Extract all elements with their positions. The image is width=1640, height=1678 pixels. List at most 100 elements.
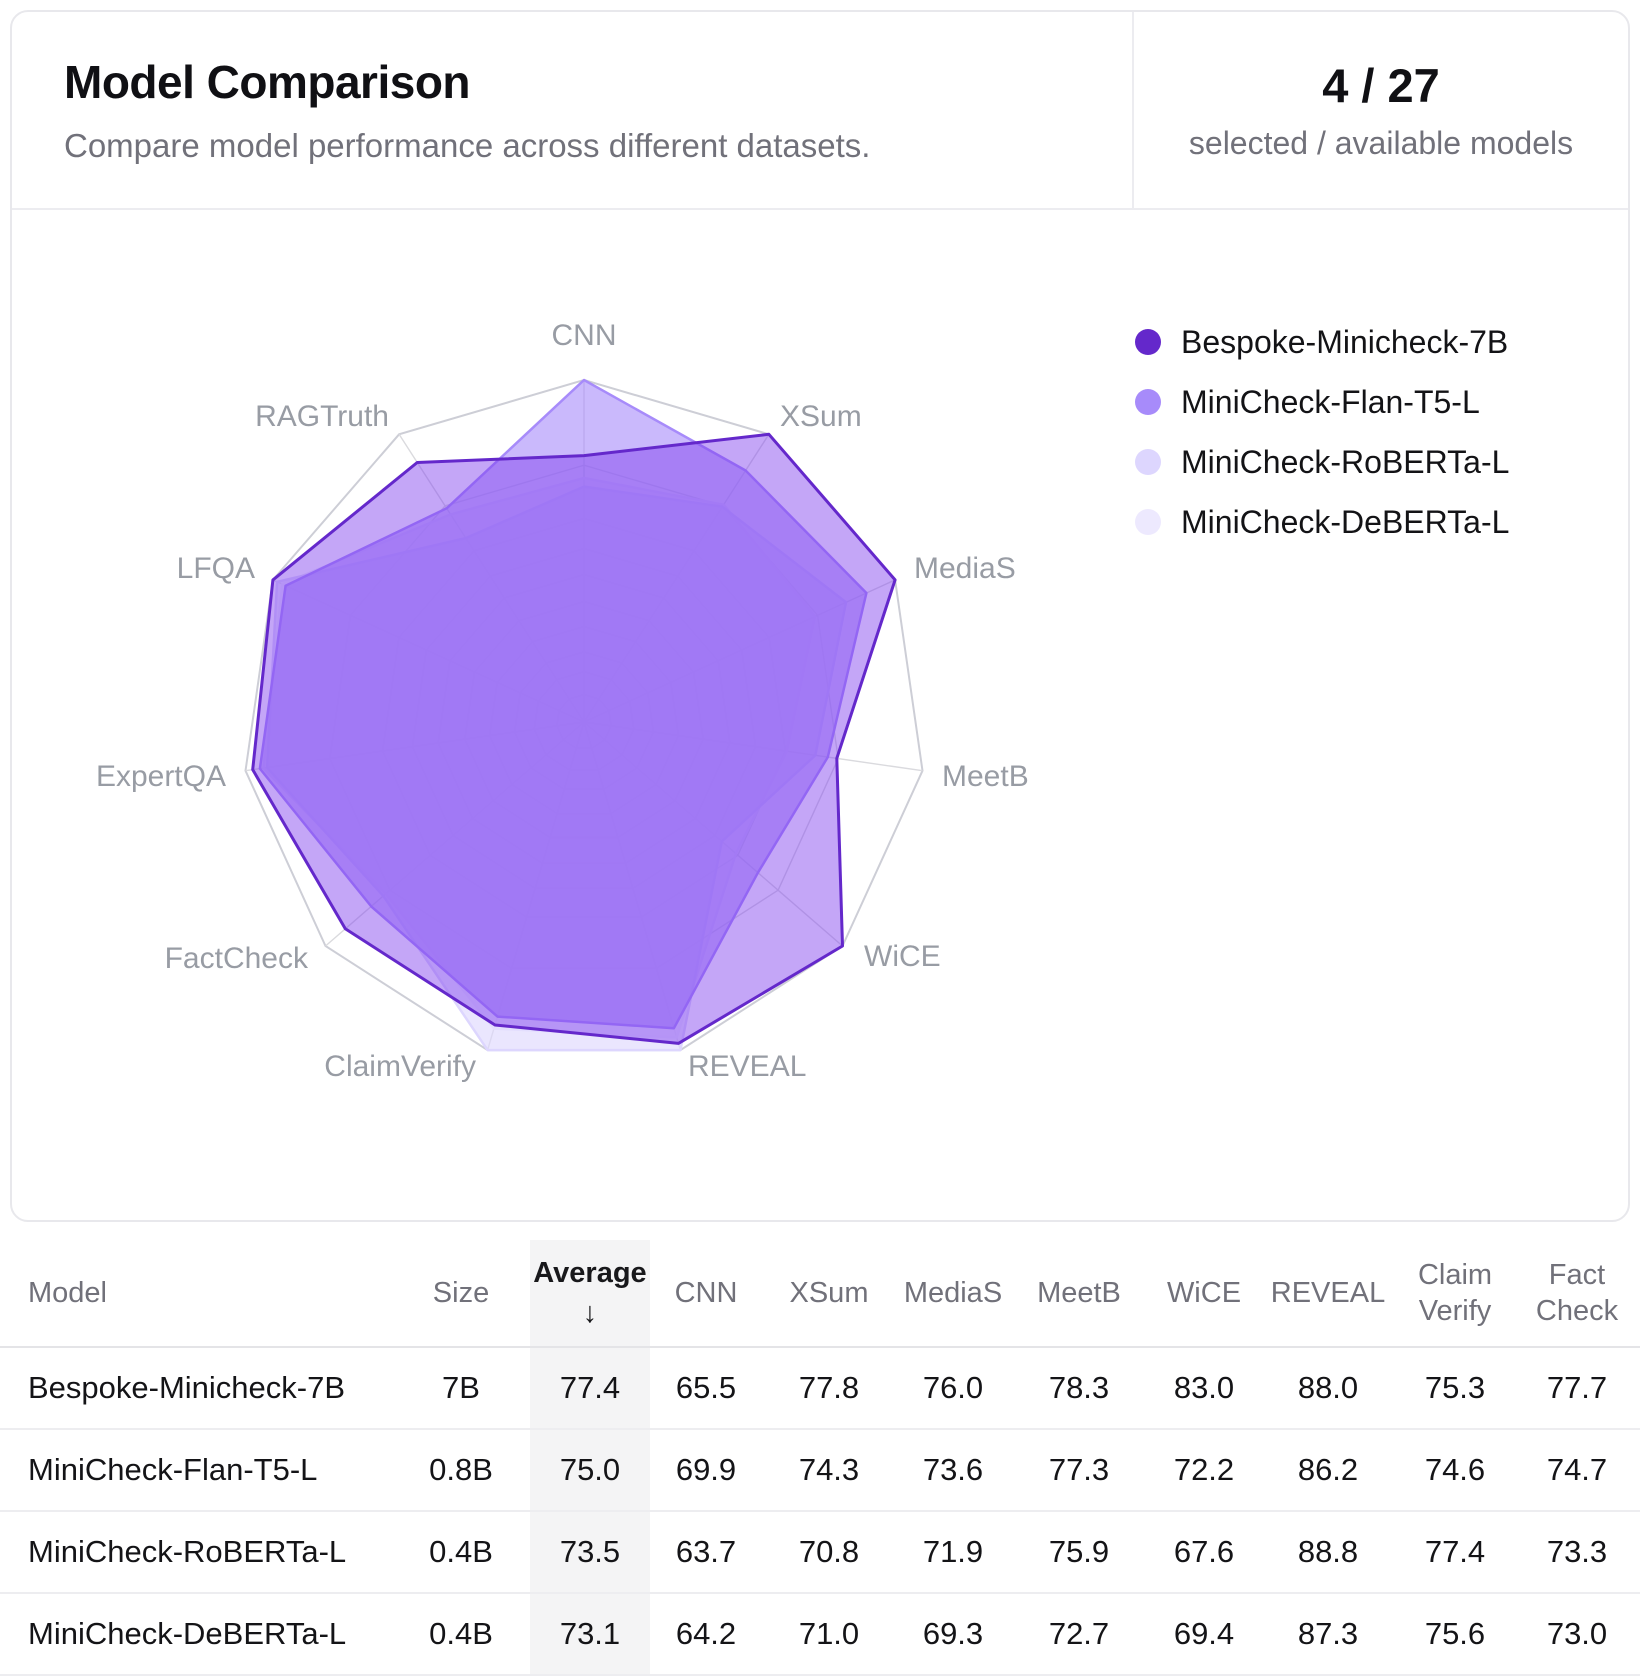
column-header-medias[interactable]: MediaS	[896, 1240, 1010, 1346]
card-header-right: 4 / 27 selected / available models	[1132, 12, 1628, 208]
column-header-wice[interactable]: WiCE	[1148, 1240, 1260, 1346]
radar-axis-label: MediaS	[914, 552, 1016, 585]
column-header-fact-check[interactable]: Fact Check	[1514, 1240, 1640, 1346]
size-cell: 0.4B	[429, 1616, 493, 1651]
table-row: MiniCheck-Flan-T5-L 0.8B 75.0 69.9 74.3 73.6 7…	[0, 1430, 1640, 1512]
table-body: Bespoke-Minicheck-7B 7B 77.4 65.5 77.8 76.0 78…	[0, 1348, 1640, 1676]
radar-chart-section: CNN XSum MediaS MeetB WiCE REVEAL ClaimVerify F…	[12, 210, 1628, 1218]
card-header: Model Comparison Compare model performan…	[12, 12, 1628, 210]
average-cell: 77.4	[530, 1348, 650, 1428]
column-header-label: Fact Check	[1535, 1258, 1619, 1327]
score-cell: 75.9	[1048, 1534, 1110, 1569]
chart-legend: Bespoke-Minicheck-7B MiniCheck-Flan-T5-L M…	[1135, 323, 1509, 541]
model-name-cell: MiniCheck-DeBERTa-L	[28, 1616, 347, 1651]
size-cell: 7B	[442, 1370, 480, 1405]
page-subtitle: Compare model performance across differe…	[64, 127, 871, 164]
column-header-cnn[interactable]: CNN	[650, 1240, 762, 1346]
score-cell: 64.2	[675, 1616, 737, 1651]
column-header-label: CNN	[674, 1276, 738, 1309]
score-cell: 75.6	[1424, 1616, 1486, 1651]
table-row: MiniCheck-RoBERTa-L 0.4B 73.5 63.7 70.8 71.9 7…	[0, 1512, 1640, 1594]
score-cell: 70.8	[798, 1534, 860, 1569]
score-cell: 63.7	[675, 1534, 737, 1569]
score-cell: 88.8	[1297, 1534, 1359, 1569]
model-name-cell: MiniCheck-RoBERTa-L	[28, 1534, 347, 1569]
score-cell: 83.0	[1173, 1370, 1235, 1405]
radar-axis-label: RAGTruth	[255, 400, 389, 433]
legend-label: MiniCheck-RoBERTa-L	[1181, 443, 1510, 480]
legend-dot-icon	[1135, 329, 1161, 355]
radar-axis-label: WiCE	[864, 940, 941, 973]
score-cell: 69.9	[675, 1452, 737, 1487]
radar-axis-label: MeetB	[942, 760, 1029, 793]
column-header-xsum[interactable]: XSum	[762, 1240, 896, 1346]
score-cell: 67.6	[1173, 1534, 1235, 1569]
radar-axis-label: REVEAL	[688, 1050, 806, 1083]
score-cell: 77.8	[798, 1370, 860, 1405]
column-header-claim-verify[interactable]: Claim Verify	[1396, 1240, 1514, 1346]
legend-item: MiniCheck-Flan-T5-L	[1135, 383, 1509, 421]
legend-item: MiniCheck-DeBERTa-L	[1135, 503, 1509, 541]
model-name-cell: MiniCheck-Flan-T5-L	[28, 1452, 318, 1487]
column-header-size[interactable]: Size	[392, 1240, 530, 1346]
column-header-label: MeetB	[1037, 1276, 1121, 1309]
legend-dot-icon	[1135, 389, 1161, 415]
score-cell: 77.3	[1048, 1452, 1110, 1487]
table-row: MiniCheck-DeBERTa-L 0.4B 73.1 64.2 71.0 69.3 7…	[0, 1594, 1640, 1676]
column-header-label: WiCE	[1166, 1276, 1242, 1309]
legend-label: MiniCheck-DeBERTa-L	[1181, 503, 1510, 540]
score-cell: 69.4	[1173, 1616, 1235, 1651]
radar-axis-label: FactCheck	[165, 942, 309, 975]
table-header-row: Model Size Average ↓ CNN XSum MediaS MeetB WiCE R…	[0, 1240, 1640, 1348]
legend-dot-icon	[1135, 449, 1161, 475]
model-name-cell: Bespoke-Minicheck-7B	[28, 1370, 346, 1405]
legend-item: Bespoke-Minicheck-7B	[1135, 323, 1509, 361]
column-header-meetb[interactable]: MeetB	[1010, 1240, 1148, 1346]
radar-series-Bespoke-Minicheck-7B	[251, 432, 897, 1045]
card-header-left: Model Comparison Compare model performan…	[12, 12, 1132, 208]
score-cell: 73.6	[922, 1452, 984, 1487]
legend-item: MiniCheck-RoBERTa-L	[1135, 443, 1509, 481]
score-cell: 73.0	[1546, 1616, 1608, 1651]
radar-axis-label: LFQA	[177, 552, 255, 585]
column-header-reveal[interactable]: REVEAL	[1260, 1240, 1396, 1346]
column-header-average[interactable]: Average ↓	[530, 1240, 650, 1346]
score-cell: 86.2	[1297, 1452, 1359, 1487]
column-header-label: Claim Verify	[1417, 1258, 1493, 1327]
column-header-model[interactable]: Model	[0, 1240, 392, 1346]
score-cell: 76.0	[922, 1370, 984, 1405]
radar-axis-label: ClaimVerify	[324, 1050, 476, 1083]
average-cell: 75.0	[530, 1430, 650, 1510]
average-cell: 73.1	[530, 1594, 650, 1674]
column-header-label: MediaS	[903, 1276, 1003, 1309]
table-row: Bespoke-Minicheck-7B 7B 77.4 65.5 77.8 76.0 78…	[0, 1348, 1640, 1430]
score-cell: 72.2	[1173, 1452, 1235, 1487]
page-title: Model Comparison	[64, 56, 471, 108]
column-header-label: XSum	[789, 1276, 869, 1309]
score-cell: 74.6	[1424, 1452, 1486, 1487]
score-cell: 72.7	[1048, 1616, 1110, 1651]
comparison-table: Model Size Average ↓ CNN XSum MediaS MeetB WiCE R…	[0, 1240, 1640, 1676]
score-cell: 71.9	[922, 1534, 984, 1569]
score-cell: 69.3	[922, 1616, 984, 1651]
score-cell: 65.5	[675, 1370, 737, 1405]
selected-count: 4 / 27	[1322, 59, 1440, 112]
model-comparison-card: Model Comparison Compare model performan…	[10, 10, 1630, 1222]
average-cell: 73.5	[530, 1512, 650, 1592]
selected-count-caption: selected / available models	[1188, 125, 1574, 161]
score-cell: 75.3	[1424, 1370, 1486, 1405]
score-cell: 71.0	[798, 1616, 860, 1651]
score-cell: 73.3	[1546, 1534, 1608, 1569]
column-header-label: REVEAL	[1270, 1276, 1386, 1309]
score-cell: 77.4	[1424, 1534, 1486, 1569]
column-header-label: Size	[432, 1276, 490, 1309]
radar-chart: CNN XSum MediaS MeetB WiCE REVEAL ClaimVerify F…	[96, 319, 1029, 1083]
score-cell: 74.7	[1546, 1452, 1608, 1487]
column-header-label: Model	[28, 1276, 107, 1309]
legend-label: MiniCheck-Flan-T5-L	[1181, 383, 1480, 420]
legend-label: Bespoke-Minicheck-7B	[1181, 323, 1509, 360]
size-cell: 0.8B	[429, 1452, 493, 1487]
radar-axis-label: XSum	[780, 400, 862, 433]
legend-dot-icon	[1135, 509, 1161, 535]
